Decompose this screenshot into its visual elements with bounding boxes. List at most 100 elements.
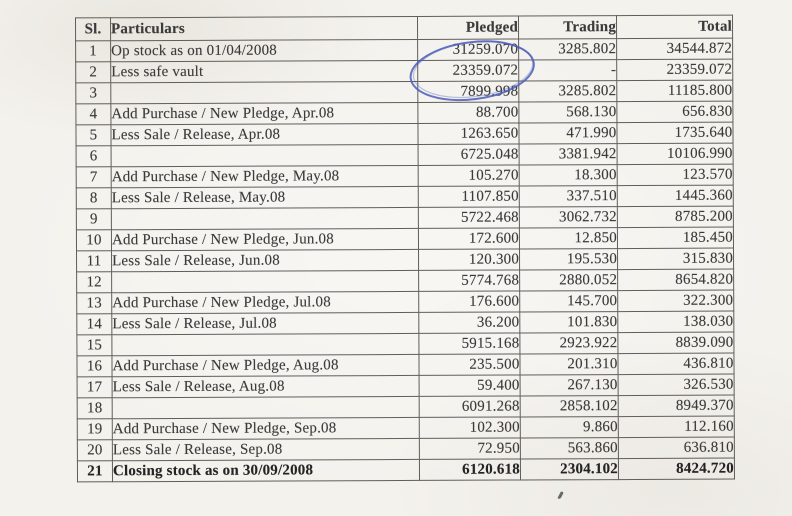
cell-sl: 1: [75, 40, 111, 62]
cell-pledged: 6725.048: [418, 143, 520, 166]
cell-sl: 3: [75, 82, 111, 104]
cell-sl: 4: [75, 103, 111, 125]
cell-particulars: Add Purchase / New Pledge, Sep.08: [112, 417, 420, 440]
cell-sl: 9: [76, 208, 112, 230]
col-header-total: Total: [616, 15, 733, 39]
table-row: 7 Add Purchase / New Pledge, May.08 105.27…: [76, 164, 734, 188]
cell-sl: 8: [76, 187, 112, 209]
cell-pledged: 88.700: [417, 101, 519, 124]
cell-trading: 101.830: [519, 311, 618, 333]
cell-trading: 568.130: [518, 101, 617, 123]
cell-sl: 11: [76, 250, 112, 272]
table-header: Sl. Particulars Pledged Trading Total: [75, 15, 733, 41]
cell-total: 138.030: [617, 311, 734, 333]
cell-pledged: 6120.618: [419, 458, 521, 481]
cell-pledged: 235.500: [418, 353, 521, 376]
cell-total: 8424.720: [618, 458, 735, 480]
cell-particulars: Add Purchase / New Pledge, Jul.08: [111, 291, 419, 314]
cell-total: 112.160: [618, 416, 735, 438]
table-row: 5 Less Sale / Release, Apr.08 1263.650 471.…: [75, 122, 734, 146]
cell-total: 1445.360: [617, 185, 734, 207]
cell-sl: 17: [77, 376, 113, 398]
cell-pledged: 31259.070: [417, 39, 519, 61]
cell-pledged: 105.270: [418, 164, 520, 187]
cell-trading: 3381.942: [519, 143, 618, 165]
cell-particulars: Op stock as on 01/04/2008: [110, 39, 418, 62]
cell-total: 636.810: [618, 437, 735, 459]
table-row: 9 5722.468 3062.732 8785.200: [76, 206, 734, 230]
cell-pledged: 120.300: [418, 248, 520, 271]
cell-sl: 14: [76, 313, 112, 335]
cell-particulars: [111, 270, 419, 293]
cell-total: 123.570: [617, 164, 734, 186]
cell-total: 11185.800: [616, 80, 733, 102]
cell-trading: 195.530: [519, 248, 618, 270]
cell-particulars: [111, 333, 419, 356]
table-row: 14 Less Sale / Release, Jul.08 36.200 101.8…: [76, 311, 734, 335]
cell-particulars: Less safe vault: [110, 60, 418, 83]
cell-trading: 201.310: [519, 353, 619, 375]
cell-pledged: 59.400: [419, 374, 521, 397]
cell-total: 23359.072: [616, 59, 733, 81]
table-row: 16 Add Purchase / New Pledge, Aug.08 235.5…: [76, 353, 735, 377]
cell-sl: 16: [76, 355, 113, 377]
cell-particulars: Closing stock as on 30/09/2008: [112, 459, 420, 482]
cell-total: 326.530: [618, 374, 735, 396]
cell-pledged: 23359.072: [417, 60, 519, 82]
cell-total: 10106.990: [617, 143, 734, 165]
cell-pledged: 5774.768: [418, 269, 520, 292]
cell-pledged: 36.200: [418, 311, 520, 334]
cell-particulars: Less Sale / Release, Sep.08: [112, 438, 420, 461]
cell-sl: 5: [75, 124, 112, 146]
cell-trading: 3285.802: [518, 38, 617, 61]
cell-total: 315.830: [617, 248, 734, 270]
cell-sl: 10: [76, 229, 112, 251]
cell-pledged: 6091.268: [419, 395, 521, 418]
table-row: 17 Less Sale / Release, Aug.08 59.400 267.1…: [77, 374, 735, 398]
cell-sl: 12: [76, 271, 112, 293]
table-row: 6 6725.048 3381.942 10106.990: [76, 143, 734, 167]
table-body: 1 Op stock as on 01/04/2008 31259.070 3285.…: [75, 38, 735, 482]
cell-pledged: 5915.168: [418, 332, 520, 355]
cell-particulars: Less Sale / Release, Jul.08: [111, 312, 419, 335]
table-row: 4 Add Purchase / New Pledge, Apr.08 88.700…: [75, 101, 733, 125]
cell-trading: 12.850: [519, 227, 618, 249]
cell-total: 1735.640: [616, 122, 734, 144]
cell-total: 8785.200: [617, 206, 734, 228]
cell-trading: 18.300: [519, 164, 618, 186]
cell-pledged: 72.950: [419, 437, 521, 460]
col-header-sl: Sl.: [75, 17, 111, 41]
cell-trading: 337.510: [519, 185, 618, 207]
cell-trading: 3062.732: [519, 206, 618, 228]
cell-trading: 2304.102: [520, 458, 619, 480]
cell-particulars: Less Sale / Release, May.08: [111, 186, 419, 209]
cell-particulars: Add Purchase / New Pledge, Apr.08: [110, 102, 418, 125]
cell-pledged: 7899.998: [417, 80, 519, 103]
cell-trading: 9.860: [520, 416, 619, 438]
cell-sl: 19: [77, 418, 113, 440]
cell-trading: 471.990: [518, 122, 618, 144]
table-row: 15 5915.168 2923.922 8839.090: [76, 332, 734, 356]
cell-trading: -: [518, 59, 617, 81]
cell-total: 8654.820: [617, 269, 734, 291]
cell-total: 8949.370: [618, 395, 735, 417]
table-row: 10 Add Purchase / New Pledge, Jun.08 172.6…: [76, 227, 734, 251]
cell-sl: 13: [76, 292, 112, 314]
cell-sl: 6: [76, 145, 112, 167]
table-row: 11 Less Sale / Release, Jun.08 120.300 195.…: [76, 248, 734, 272]
cell-particulars: [110, 81, 418, 104]
cell-sl: 21: [77, 460, 113, 482]
cell-total: 34544.872: [616, 38, 733, 60]
cell-pledged: 176.600: [418, 290, 520, 313]
stray-ink-mark: [557, 491, 564, 500]
col-header-trading: Trading: [518, 15, 617, 40]
table-row: 3 7899.998 3285.802 11185.800: [75, 80, 733, 104]
cell-pledged: 5722.468: [418, 206, 520, 229]
table-row: 18 6091.268 2858.102 8949.370: [77, 395, 735, 419]
table-row: 20 Less Sale / Release, Sep.08 72.950 563.8…: [77, 437, 735, 461]
cell-total: 185.450: [617, 227, 734, 249]
cell-trading: 2923.922: [519, 332, 618, 354]
cell-total: 322.300: [617, 290, 734, 312]
